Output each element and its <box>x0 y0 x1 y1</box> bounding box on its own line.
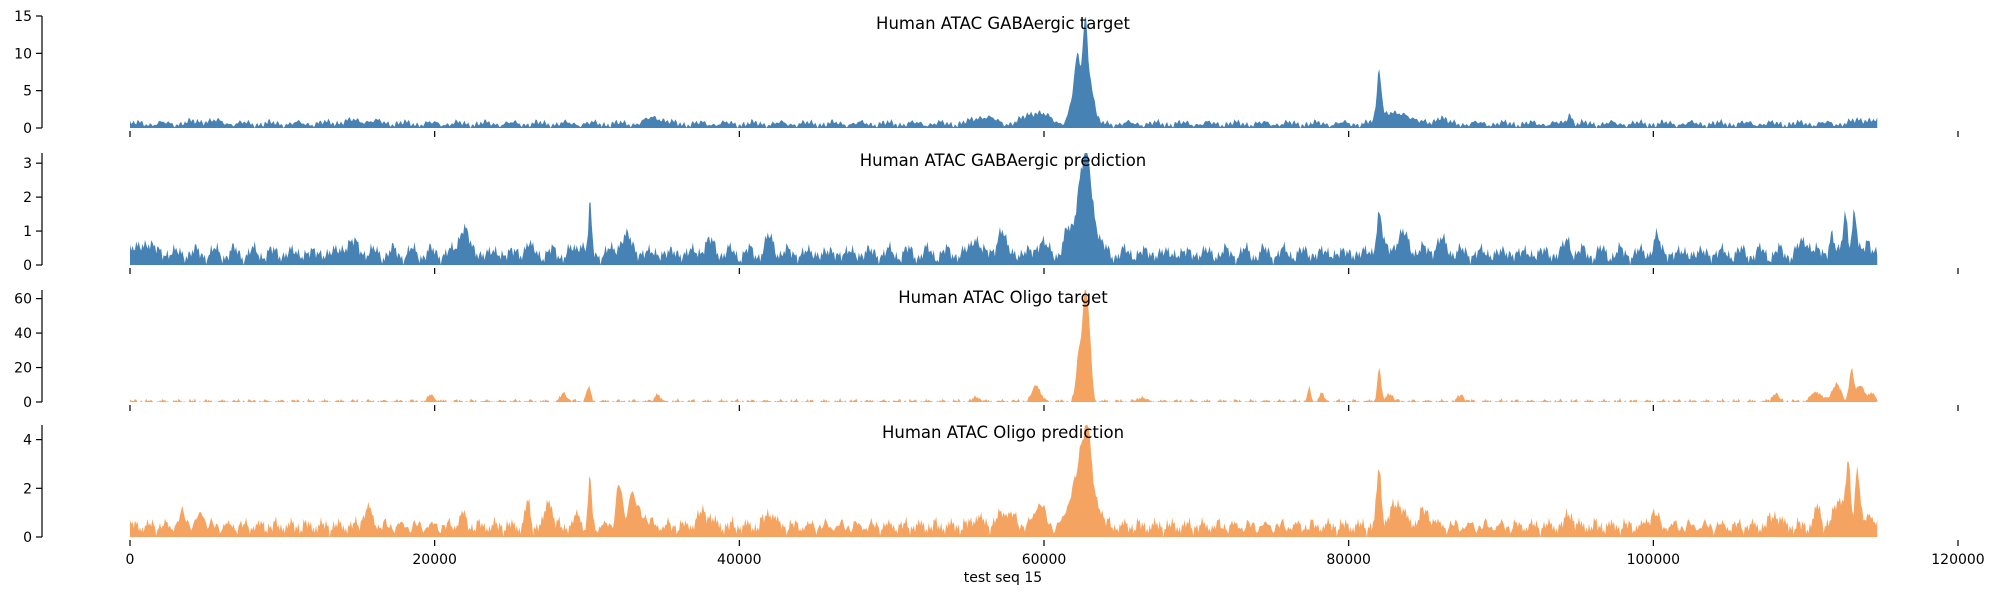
x-tick-label: 100000 <box>1627 552 1680 568</box>
y-tick-label: 2 <box>23 190 32 206</box>
y-tick-label: 0 <box>23 530 32 546</box>
x-tick-label: 0 <box>126 552 135 568</box>
y-tick-label: 20 <box>14 361 32 377</box>
y-tick-label: 10 <box>14 46 32 62</box>
x-tick-label: 40000 <box>717 552 762 568</box>
y-tick-label: 2 <box>23 481 32 497</box>
y-tick-label: 40 <box>14 326 32 342</box>
y-tick-label: 15 <box>14 9 32 25</box>
y-tick-label: 0 <box>23 258 32 274</box>
series-area-1 <box>130 16 1878 128</box>
y-tick-label: 3 <box>23 156 32 172</box>
y-tick-label: 4 <box>23 433 32 449</box>
x-tick-label: 120000 <box>1931 552 1984 568</box>
y-tick-label: 60 <box>14 292 32 308</box>
series-area-4 <box>130 425 1878 537</box>
panel-title-2: Human ATAC GABAergic prediction <box>860 151 1147 170</box>
panel-title-4: Human ATAC Oligo prediction <box>882 423 1124 442</box>
y-tick-label: 5 <box>23 84 32 100</box>
y-tick-label: 0 <box>23 395 32 411</box>
y-tick-label: 0 <box>23 121 32 137</box>
x-tick-label: 20000 <box>412 552 457 568</box>
panel-title-3: Human ATAC Oligo target <box>898 288 1108 307</box>
panel-title-1: Human ATAC GABAergic target <box>876 14 1130 33</box>
x-tick-label: 60000 <box>1022 552 1067 568</box>
y-tick-label: 1 <box>23 224 32 240</box>
x-tick-label: 80000 <box>1326 552 1371 568</box>
x-axis-label: test seq 15 <box>964 570 1042 586</box>
series-area-2 <box>130 153 1878 265</box>
